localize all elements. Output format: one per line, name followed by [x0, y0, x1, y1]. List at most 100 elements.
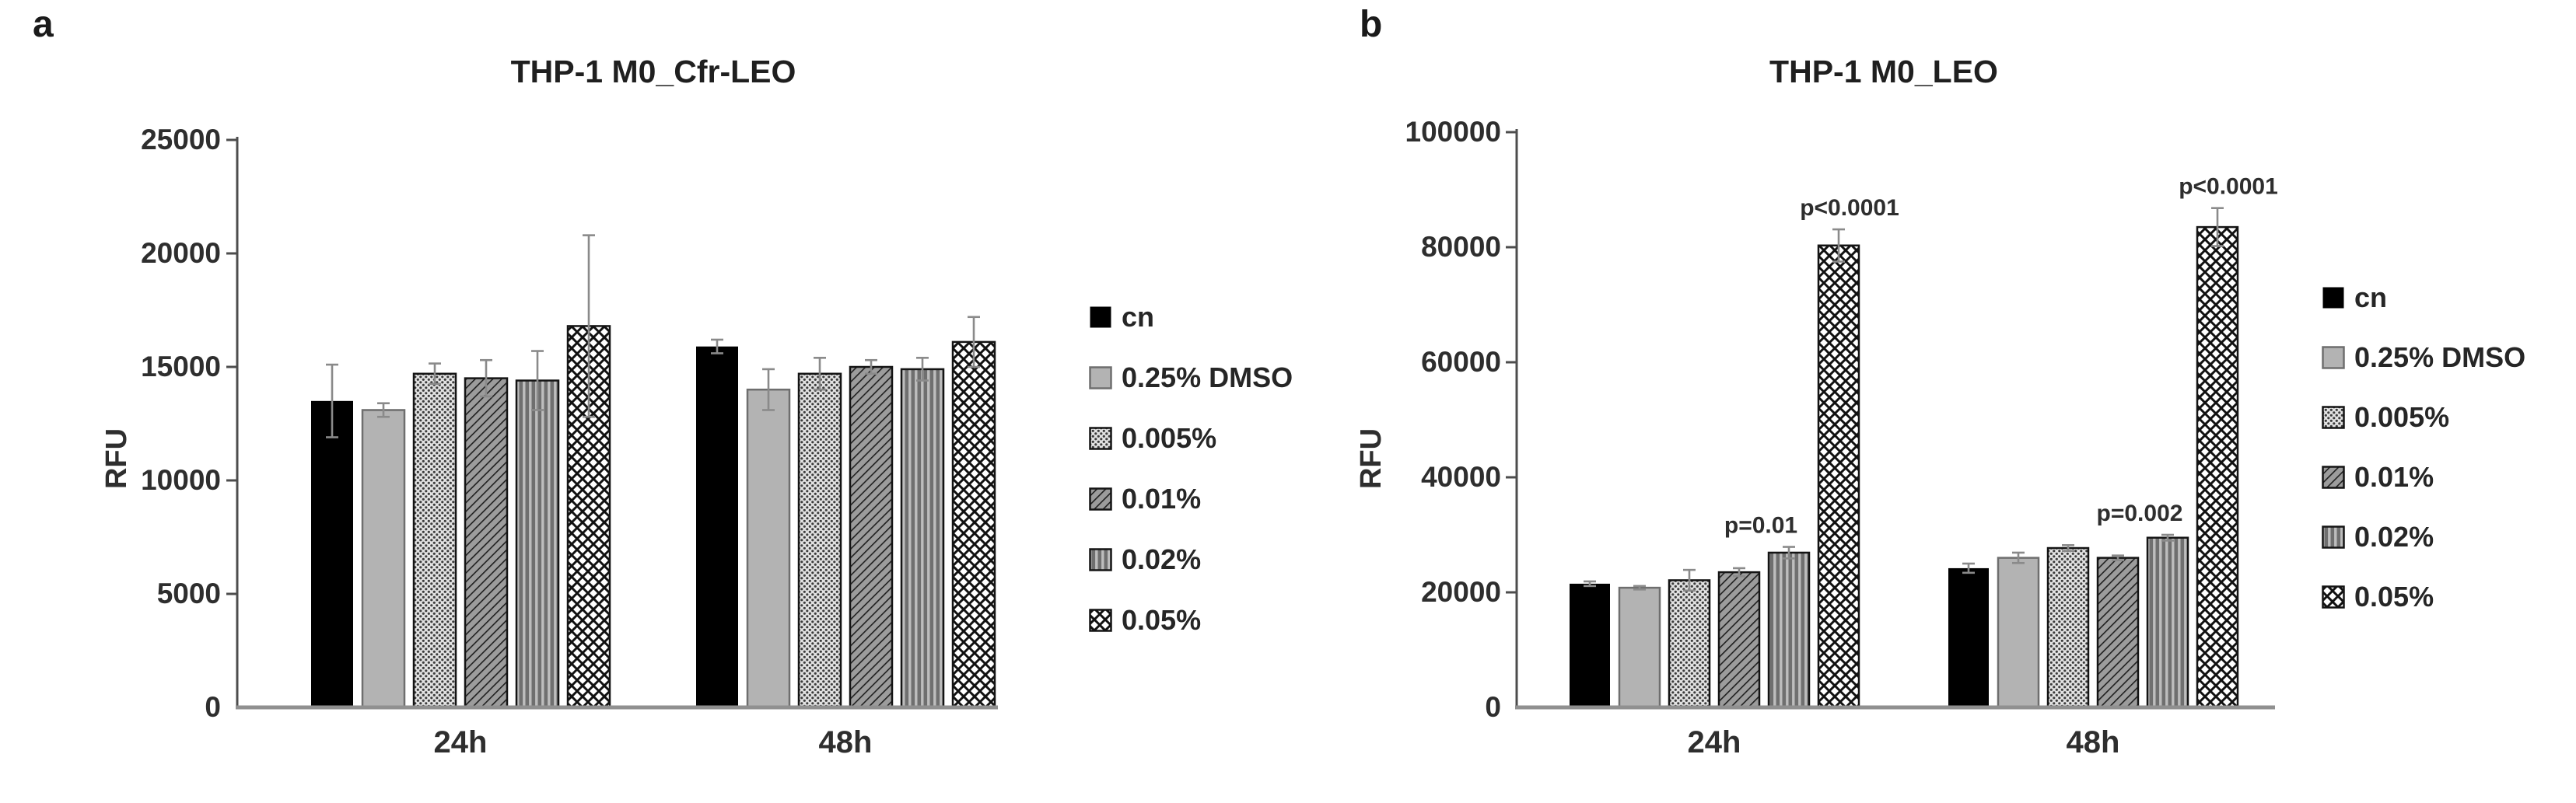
legend-label: 0.005% [1122, 422, 1217, 454]
legend-item-0.05%: 0.05% [2322, 581, 2525, 613]
legend-swatch-diagonal-icon [1089, 487, 1112, 511]
y-tick-label-b: 0 [1485, 691, 1501, 723]
legend-item-0.25% DMSO: 0.25% DMSO [1089, 361, 1293, 393]
legend-item-0.02%: 0.02% [2322, 521, 2525, 553]
bar-cn-24h [1570, 583, 1610, 707]
bar-0.01%-24h [1717, 571, 1761, 709]
y-tick-label-b: 60000 [1421, 346, 1501, 378]
bar-cn-24h [311, 400, 353, 707]
bar-0.25% DMSO-24h [1618, 586, 1661, 709]
category-label-24h-b: 24h [1688, 725, 1741, 759]
bar-0.25% DMSO-48h [746, 388, 791, 709]
bar-0.05%-48h [951, 340, 996, 709]
error-bar-0.05%-24h [1832, 228, 1845, 263]
legend-swatch-vertical-icon [2322, 525, 2345, 549]
legend-item-0.005%: 0.005% [2322, 403, 2525, 431]
error-bar-0.01%-24h [480, 358, 492, 398]
legend-swatch-diagonal-icon [2322, 466, 2345, 489]
bar-0.05%-48h [2196, 225, 2239, 709]
legend-swatch-solid-gray-icon [2322, 346, 2345, 369]
panel-label-a: a [33, 4, 54, 45]
error-bar-0.01%-24h [1733, 567, 1745, 578]
bar-cn-48h [696, 346, 738, 707]
chart-b-plot: 0 20000 40000 60000 80000 100000 24h 48h p=0.01 p… [1405, 116, 2278, 759]
category-label-24h-a: 24h [434, 725, 488, 759]
bar-cn-48h [1948, 567, 1989, 707]
error-bar-cn-24h [326, 363, 338, 438]
legend-swatch-solid-black-icon [1090, 306, 1111, 328]
error-bar-0.005%-48h [2062, 544, 2074, 553]
annotation-b: p=0.002 [2097, 501, 2183, 526]
legend-label: 0.01% [1122, 483, 1202, 515]
bar-0.005%-24h [1668, 579, 1711, 709]
y-tick-label-a: 15000 [141, 351, 221, 382]
error-bar-0.02%-24h [531, 350, 544, 411]
category-label-48h-a: 48h [819, 725, 873, 759]
bar-0.005%-48h [2046, 546, 2090, 709]
bar-0.02%-48h [900, 368, 945, 709]
error-bar-0.01%-48h [2112, 554, 2124, 561]
legend-label: cn [2354, 281, 2388, 313]
legend-label: 0.05% [1122, 604, 1202, 636]
category-label-48h-b: 48h [2067, 725, 2120, 759]
error-bar-0.05%-48h [968, 316, 980, 368]
legend-swatch-dots-icon [2322, 406, 2345, 429]
y-tick-label-b: 40000 [1421, 461, 1501, 493]
y-tick-label-a: 25000 [141, 124, 221, 155]
legend-swatch-vertical-icon [1089, 548, 1112, 571]
legend-label: 0.02% [2354, 521, 2434, 553]
legend-label: 0.25% DMSO [2354, 341, 2526, 373]
legend-item-0.02%: 0.02% [1089, 543, 1293, 575]
bar-0.005%-48h [797, 372, 842, 709]
error-bar-0.02%-24h [1783, 546, 1795, 560]
legend-item-cn: cn [2322, 281, 2525, 313]
bar-0.01%-48h [2096, 557, 2140, 709]
error-bar-cn-24h [1584, 580, 1596, 588]
legend-b: cn 0.25% DMSO 0.005% 0.01% 0.02% 0.05% [2322, 281, 2526, 613]
bar-0.25% DMSO-24h [361, 409, 406, 709]
error-bar-0.01%-48h [865, 358, 877, 375]
legend-swatch-solid-black-icon [2322, 287, 2344, 309]
error-bar-cn-48h [711, 338, 723, 354]
legend-label: 0.01% [2354, 461, 2434, 493]
legend-item-0.25% DMSO: 0.25% DMSO [2322, 341, 2526, 373]
legend-label: 0.25% DMSO [1122, 361, 1293, 393]
y-tick-label-b: 20000 [1421, 576, 1501, 608]
chart-title-a: THP-1 M0_Cfr-LEO [510, 54, 796, 89]
legend-item-0.005%: 0.005% [1089, 422, 1293, 454]
legend-label: 0.05% [2354, 581, 2434, 613]
legend-item-cn: cn [1089, 301, 1293, 333]
panel-label-b: b [1360, 4, 1383, 45]
error-bar-cn-48h [1962, 562, 1975, 574]
bar-0.05%-24h [1817, 244, 1860, 709]
bar-0.01%-24h [464, 377, 509, 709]
error-bar-0.05%-24h [583, 234, 595, 418]
y-tick-label-a: 0 [205, 691, 221, 723]
legend-swatch-dots-icon [1089, 427, 1112, 450]
error-bar-0.25% DMSO-24h [1633, 585, 1646, 591]
error-bar-0.005%-24h [429, 362, 441, 386]
bar-0.02%-24h [1767, 551, 1811, 709]
error-bar-0.05%-48h [2211, 207, 2224, 247]
annotation-b: p<0.0001 [1800, 195, 1899, 221]
legend-item-0.01%: 0.01% [1089, 483, 1293, 515]
legend-label: cn [1122, 301, 1155, 333]
chart-a-plot: 0 5000 10000 15000 20000 25000 24h 48h [141, 124, 998, 759]
legend-a: cn 0.25% DMSO 0.005% 0.01% 0.02% 0.05% [1089, 301, 1293, 636]
chart-title-b: THP-1 M0_LEO [1769, 54, 1998, 89]
bar-0.01%-48h [849, 365, 894, 709]
bar-0.02%-48h [2146, 536, 2189, 709]
legend-label: 0.02% [1122, 543, 1202, 575]
y-tick-label-a: 5000 [157, 578, 221, 609]
y-tick-label-b: 100000 [1405, 116, 1501, 148]
annotation-b: p<0.0001 [2179, 174, 2278, 200]
error-bar-0.25% DMSO-48h [2012, 551, 2025, 564]
legend-swatch-solid-gray-icon [1089, 366, 1112, 389]
annotation-b: p=0.01 [1724, 513, 1797, 539]
y-axis-label-a: RFU [100, 428, 133, 490]
bar-0.02%-24h [515, 379, 560, 709]
y-tick-label-b: 80000 [1421, 231, 1501, 263]
legend-swatch-diamond-icon [1089, 609, 1112, 632]
error-bar-0.005%-48h [814, 357, 826, 391]
